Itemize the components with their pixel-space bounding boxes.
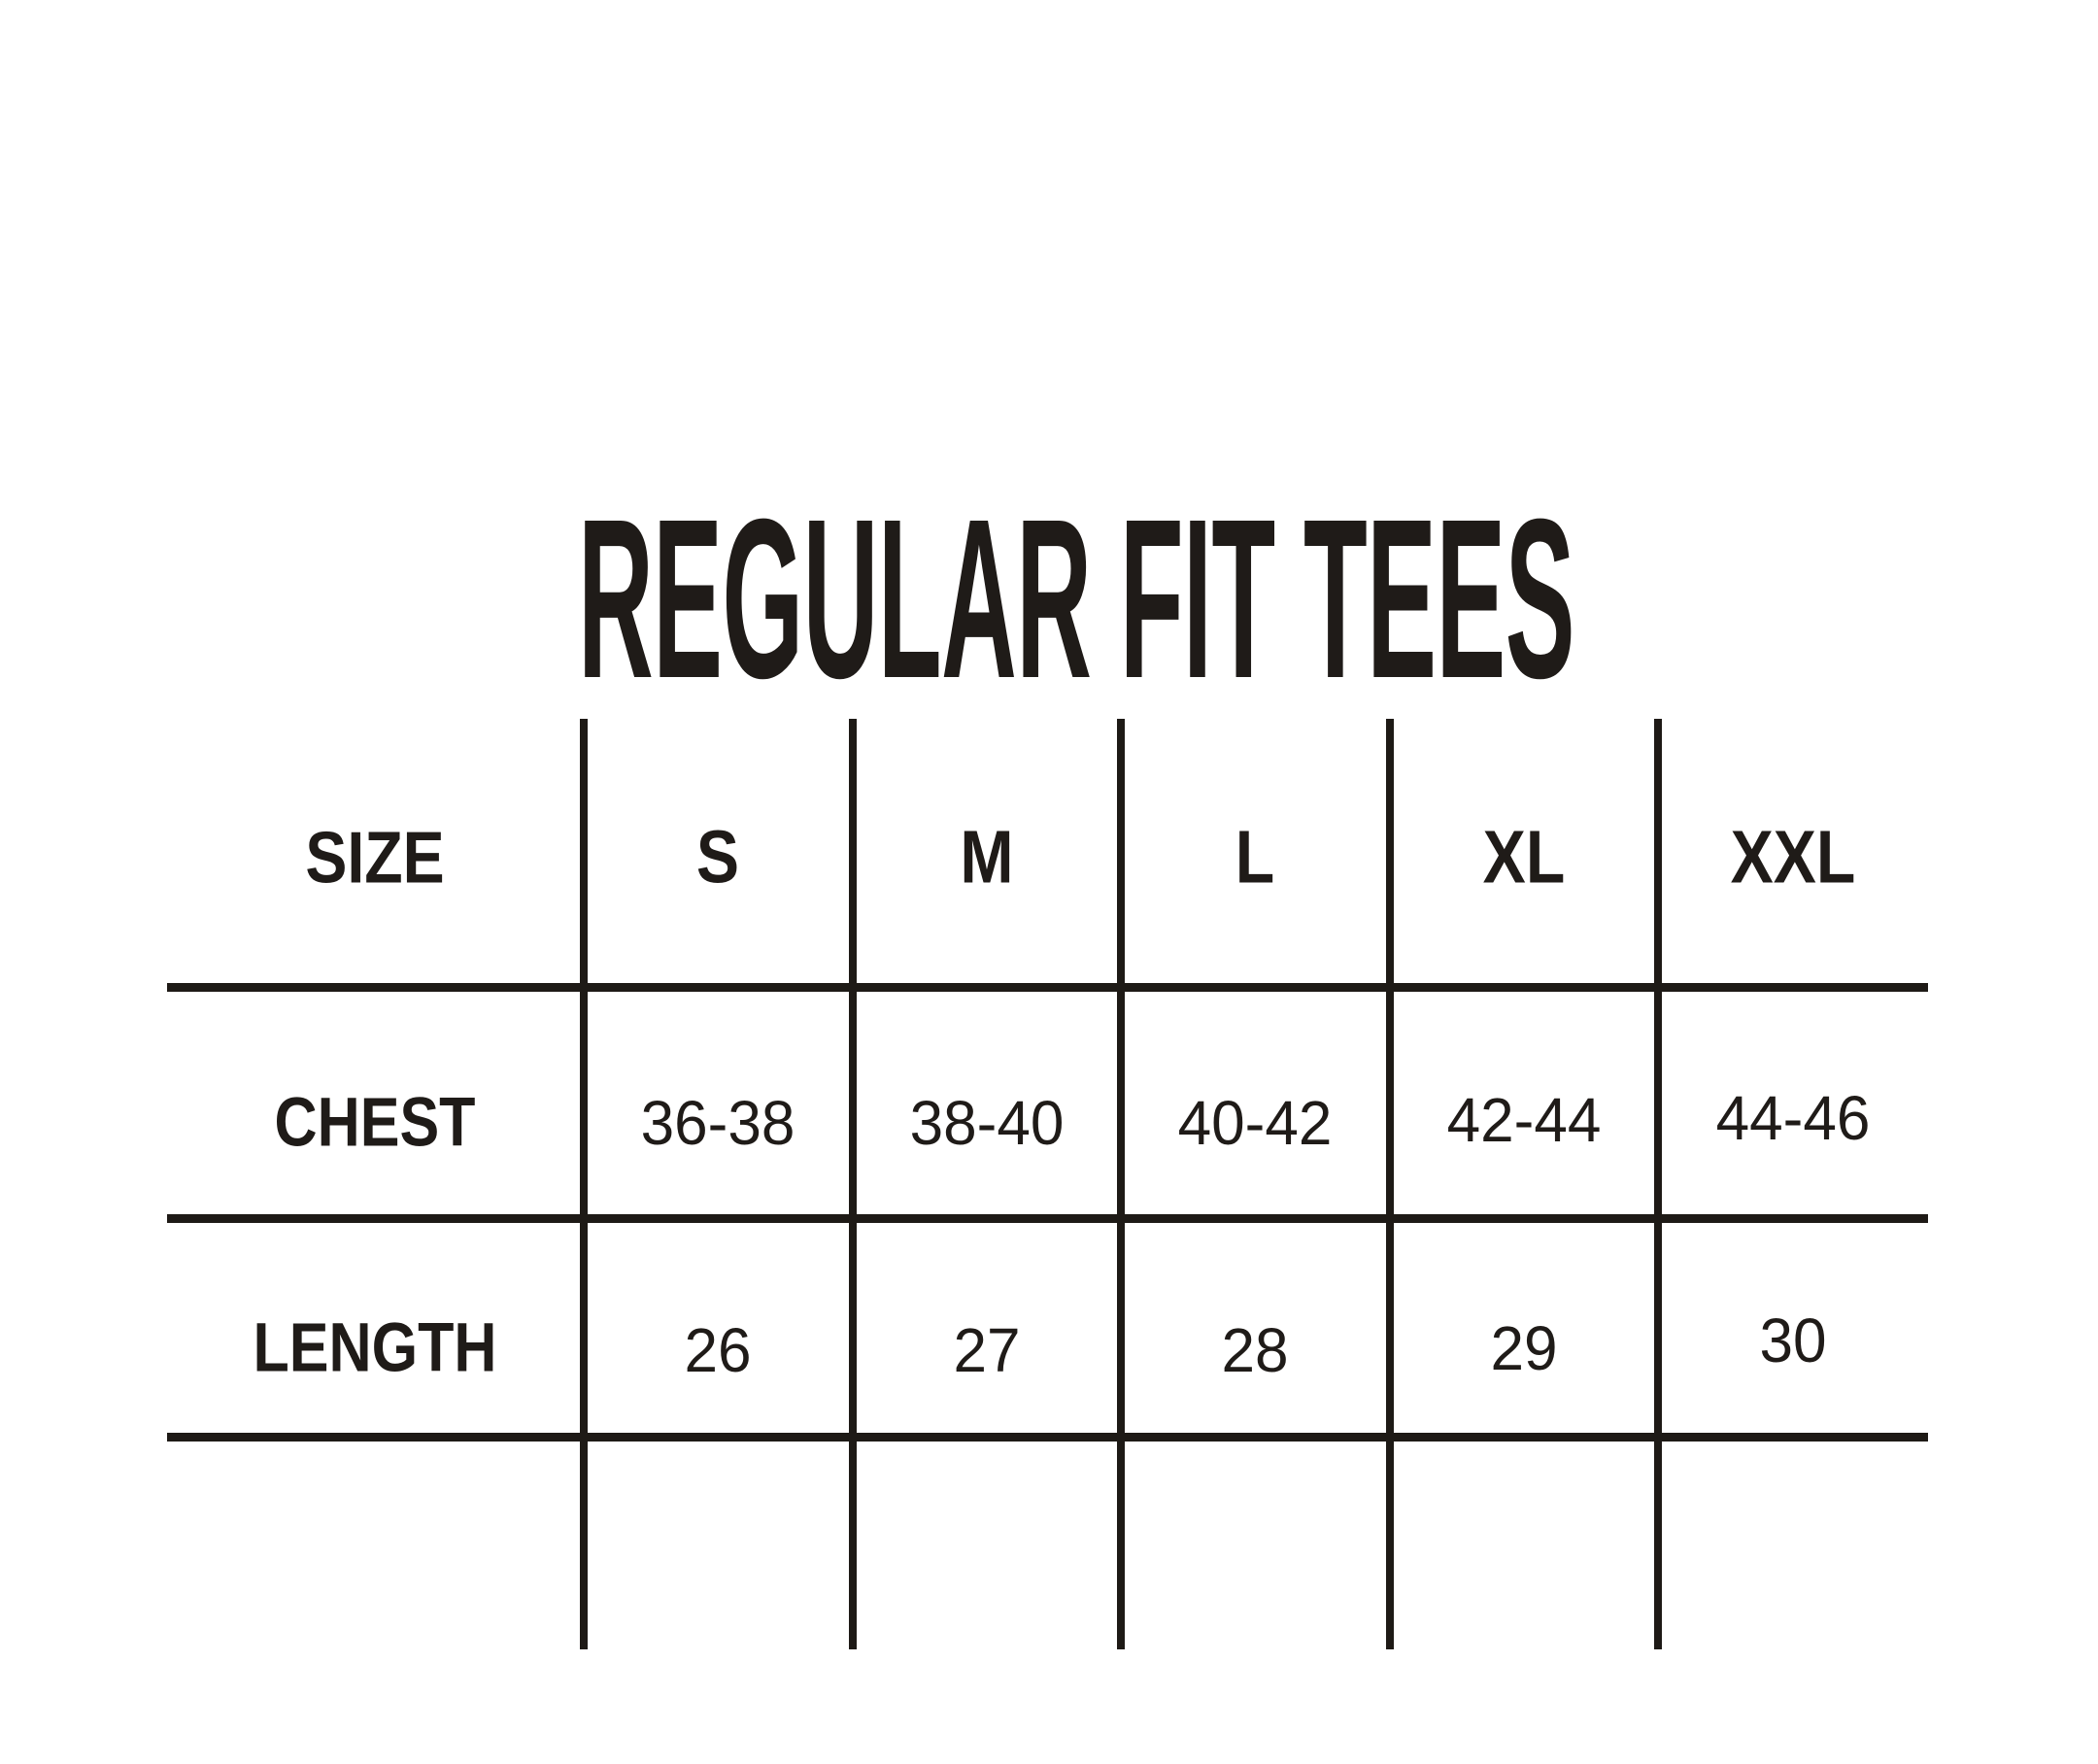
grid-vline-4 xyxy=(1386,719,1394,1649)
column-header-xl: XL xyxy=(1482,815,1566,899)
grid-vline-1 xyxy=(580,719,588,1649)
chest-value-s: 36-38 xyxy=(640,1088,795,1158)
grid-vline-5 xyxy=(1654,719,1662,1649)
grid-vline-2 xyxy=(849,719,857,1649)
corner-label-size: SIZE xyxy=(305,816,445,899)
grid-hline-1 xyxy=(167,983,1928,992)
grid-hline-2 xyxy=(167,1214,1928,1223)
row-label-chest: CHEST xyxy=(274,1084,476,1162)
length-value-l: 28 xyxy=(1221,1315,1289,1385)
column-header-m: M xyxy=(960,815,1014,899)
chest-value-l: 40-42 xyxy=(1177,1088,1333,1158)
grid-vline-3 xyxy=(1117,719,1125,1649)
chest-value-xxl: 44-46 xyxy=(1715,1083,1871,1153)
grid-hline-3 xyxy=(167,1433,1928,1442)
column-header-l: L xyxy=(1235,815,1275,899)
chest-value-xl: 42-44 xyxy=(1446,1085,1602,1155)
column-header-s: S xyxy=(695,815,740,899)
length-value-xl: 29 xyxy=(1490,1313,1558,1383)
chest-value-m: 38-40 xyxy=(909,1088,1065,1158)
length-value-s: 26 xyxy=(684,1315,752,1385)
page-title: REGULAR FIT TEES xyxy=(578,471,1574,726)
length-value-xxl: 30 xyxy=(1759,1306,1827,1375)
column-header-xxl: XXL xyxy=(1730,815,1856,899)
row-label-length: LENGTH xyxy=(253,1309,497,1387)
length-value-m: 27 xyxy=(953,1315,1021,1385)
